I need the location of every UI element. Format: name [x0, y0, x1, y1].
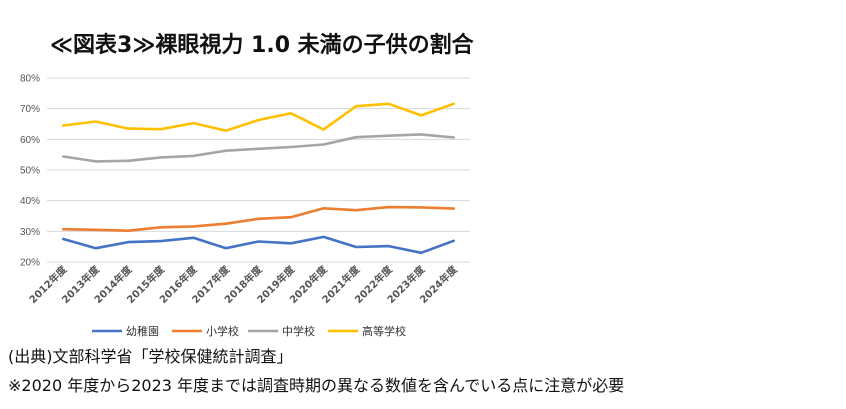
y-tick-label: 30% — [20, 227, 40, 238]
x-axis-ticks: 2012年度2013年度2014年度2015年度2016年度2017年度2018… — [26, 262, 460, 306]
y-tick-label: 40% — [20, 196, 40, 207]
source-note: (出典)文部科学省「学校保健統計調査」 — [8, 347, 293, 366]
page-title: ≪図表3≫裸眼視力 1.0 未満の子供の割合 — [50, 33, 474, 58]
y-tick-label: 20% — [20, 258, 40, 269]
series-lines — [61, 102, 456, 255]
y-tick-label: 80% — [20, 74, 40, 85]
legend-label: 幼稚園 — [126, 325, 159, 338]
series-line — [61, 205, 456, 232]
series-line — [61, 133, 456, 163]
y-axis-ticks: 20% 30% 40% 50% 60% 70% 80% — [20, 74, 40, 269]
y-tick-label: 50% — [20, 166, 40, 177]
y-tick-label: 60% — [20, 135, 40, 146]
footnote: ※2020 年度から2023 年度までは調査時期の異なる数値を含んでいる点に注意… — [8, 376, 625, 395]
legend: 幼稚園 小学校 中学校 高等学校 — [92, 324, 406, 338]
legend-label: 高等学校 — [362, 324, 406, 338]
series-line — [61, 102, 456, 132]
gridlines — [47, 77, 470, 263]
series-line — [61, 235, 456, 255]
y-tick-label: 70% — [20, 104, 40, 115]
legend-label: 小学校 — [206, 324, 239, 338]
legend-label: 中学校 — [282, 324, 315, 338]
